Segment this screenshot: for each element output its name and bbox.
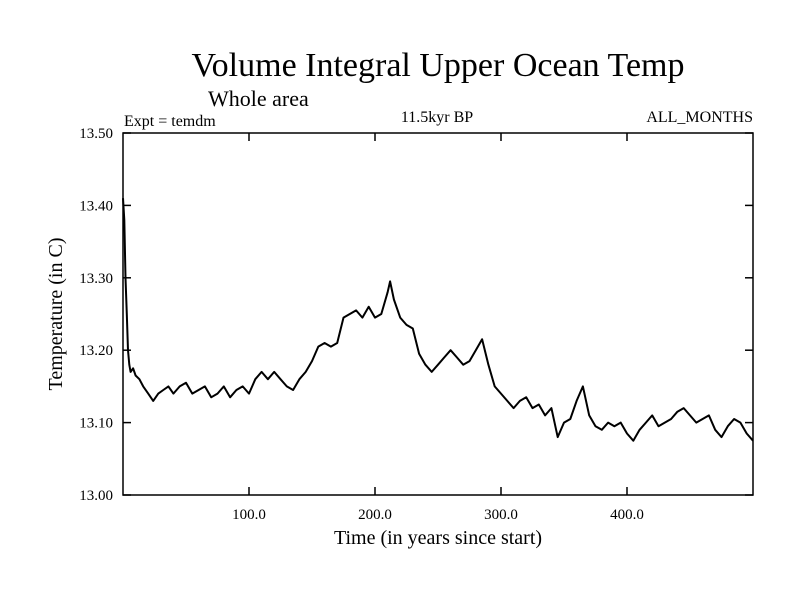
y-tick-label: 13.10 bbox=[79, 416, 113, 432]
period-label: 11.5kyr BP bbox=[401, 109, 473, 126]
x-tick-label: 400.0 bbox=[610, 507, 644, 523]
y-tick-label: 13.50 bbox=[79, 126, 113, 142]
y-tick-label: 13.00 bbox=[79, 488, 113, 504]
y-tick-label: 13.20 bbox=[79, 343, 113, 359]
x-tick-label: 100.0 bbox=[232, 507, 266, 523]
experiment-label: Expt = temdm bbox=[124, 113, 216, 130]
y-tick-label: 13.40 bbox=[79, 198, 113, 214]
plot-frame bbox=[122, 132, 754, 496]
x-axis-tick-labels: 100.0 200.0 300.0 400.0 bbox=[232, 507, 644, 523]
chart-title: Volume Integral Upper Ocean Temp bbox=[192, 47, 685, 84]
x-axis-label: Time (in years since start) bbox=[334, 527, 542, 549]
chart-subtitle: Whole area bbox=[208, 86, 309, 111]
y-tick-label: 13.30 bbox=[79, 271, 113, 287]
y-axis-tick-labels: 13.00 13.10 13.20 13.30 13.40 13.50 bbox=[79, 126, 113, 504]
x-tick-label: 200.0 bbox=[358, 507, 392, 523]
months-label: ALL_MONTHS bbox=[646, 109, 753, 126]
y-axis-label: Temperature (in C) bbox=[45, 238, 67, 391]
y-axis-ticks bbox=[123, 132, 753, 496]
temperature-series-line bbox=[122, 198, 754, 442]
x-tick-label: 300.0 bbox=[484, 507, 518, 523]
x-axis-ticks bbox=[248, 133, 628, 495]
